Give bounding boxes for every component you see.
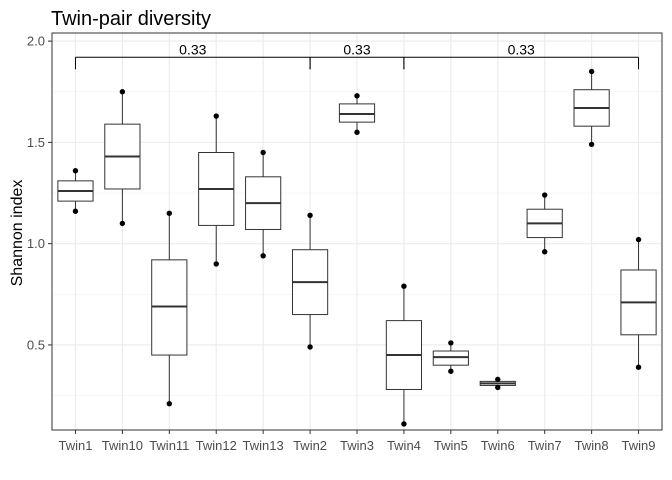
point-Twin13: [260, 149, 266, 156]
point-Twin2: [307, 344, 313, 350]
box-Twin3: [338, 95, 376, 133]
box-Twin11: [151, 213, 188, 404]
point-Twin3: [354, 93, 360, 99]
chart-title: Twin-pair diversity: [51, 8, 211, 30]
x-tick-label: Twin11: [149, 438, 189, 453]
point-Twin10: [119, 89, 126, 95]
y-tick-label: 1.0: [27, 236, 45, 251]
box-Twin10: [104, 91, 141, 224]
x-tick-label: Twin13: [243, 438, 284, 453]
point-Twin7: [541, 192, 548, 198]
comparison-label: 0.33: [343, 41, 370, 57]
point-Twin9: [635, 236, 642, 243]
boxes: [57, 71, 657, 424]
x-tick-label: Twin7: [528, 438, 562, 453]
point-Twin1: [72, 208, 79, 214]
x-tick-label: Twin6: [481, 438, 515, 453]
point-Twin12: [213, 261, 219, 267]
y-tick-label: 2.0: [27, 34, 45, 49]
x-tick-label: Twin12: [196, 438, 237, 453]
point-Twin5: [448, 340, 454, 346]
x-tick-label: Twin8: [575, 438, 609, 453]
x-tick-label: Twin4: [387, 438, 421, 453]
point-Twin6: [495, 376, 501, 383]
comparison-bracket-3: 0.33: [403, 41, 640, 70]
point-Twin11: [166, 210, 173, 216]
point-Twin1: [72, 168, 79, 174]
box-Twin2: [291, 215, 329, 347]
box-Twin9: [620, 239, 657, 368]
y-tick-label: 0.5: [27, 337, 45, 352]
box-body: [151, 259, 188, 356]
box-Twin7: [526, 195, 563, 252]
y-axis-label: Shannon index: [9, 180, 26, 287]
point-Twin4: [401, 283, 407, 289]
point-Twin5: [448, 368, 454, 374]
comparison-label: 0.33: [179, 41, 206, 57]
box-Twin4: [385, 286, 423, 424]
box-body: [432, 350, 469, 366]
point-Twin9: [635, 364, 642, 370]
comparisons: 0.33 0.33 0.33: [74, 41, 640, 70]
point-Twin7: [541, 249, 548, 255]
box-Twin12: [198, 116, 235, 264]
box-body: [338, 103, 376, 123]
grid: [52, 33, 662, 430]
x-tick-label: Twin3: [340, 438, 374, 453]
x-tick-label: Twin2: [293, 438, 327, 453]
point-Twin6: [495, 384, 501, 391]
data-points: [72, 68, 642, 427]
point-Twin10: [119, 220, 126, 227]
x-tick-label: Twin10: [102, 438, 143, 453]
x-tick-label: Twin1: [58, 438, 92, 453]
x-tick-label: Twin5: [434, 438, 468, 453]
box-Twin5: [432, 342, 469, 372]
x-tick-label: Twin9: [622, 438, 656, 453]
box-Twin8: [573, 71, 610, 145]
point-Twin2: [307, 212, 313, 218]
point-Twin3: [354, 129, 360, 135]
point-Twin8: [588, 68, 595, 75]
point-Twin4: [401, 421, 407, 427]
x-axis: Twin1 Twin10 Twin11 Twin12 Twin13 Twin2 Twin3 T…: [58, 430, 656, 453]
comparison-label: 0.33: [508, 41, 535, 57]
box-Twin13: [245, 152, 282, 256]
point-Twin11: [166, 400, 173, 407]
box-Twin1: [57, 170, 94, 212]
point-Twin8: [588, 141, 595, 148]
point-Twin12: [213, 113, 219, 119]
y-tick-label: 1.5: [27, 135, 45, 150]
y-axis: 0.5 1.0 1.5 2.0: [27, 34, 52, 352]
point-Twin13: [260, 253, 266, 259]
